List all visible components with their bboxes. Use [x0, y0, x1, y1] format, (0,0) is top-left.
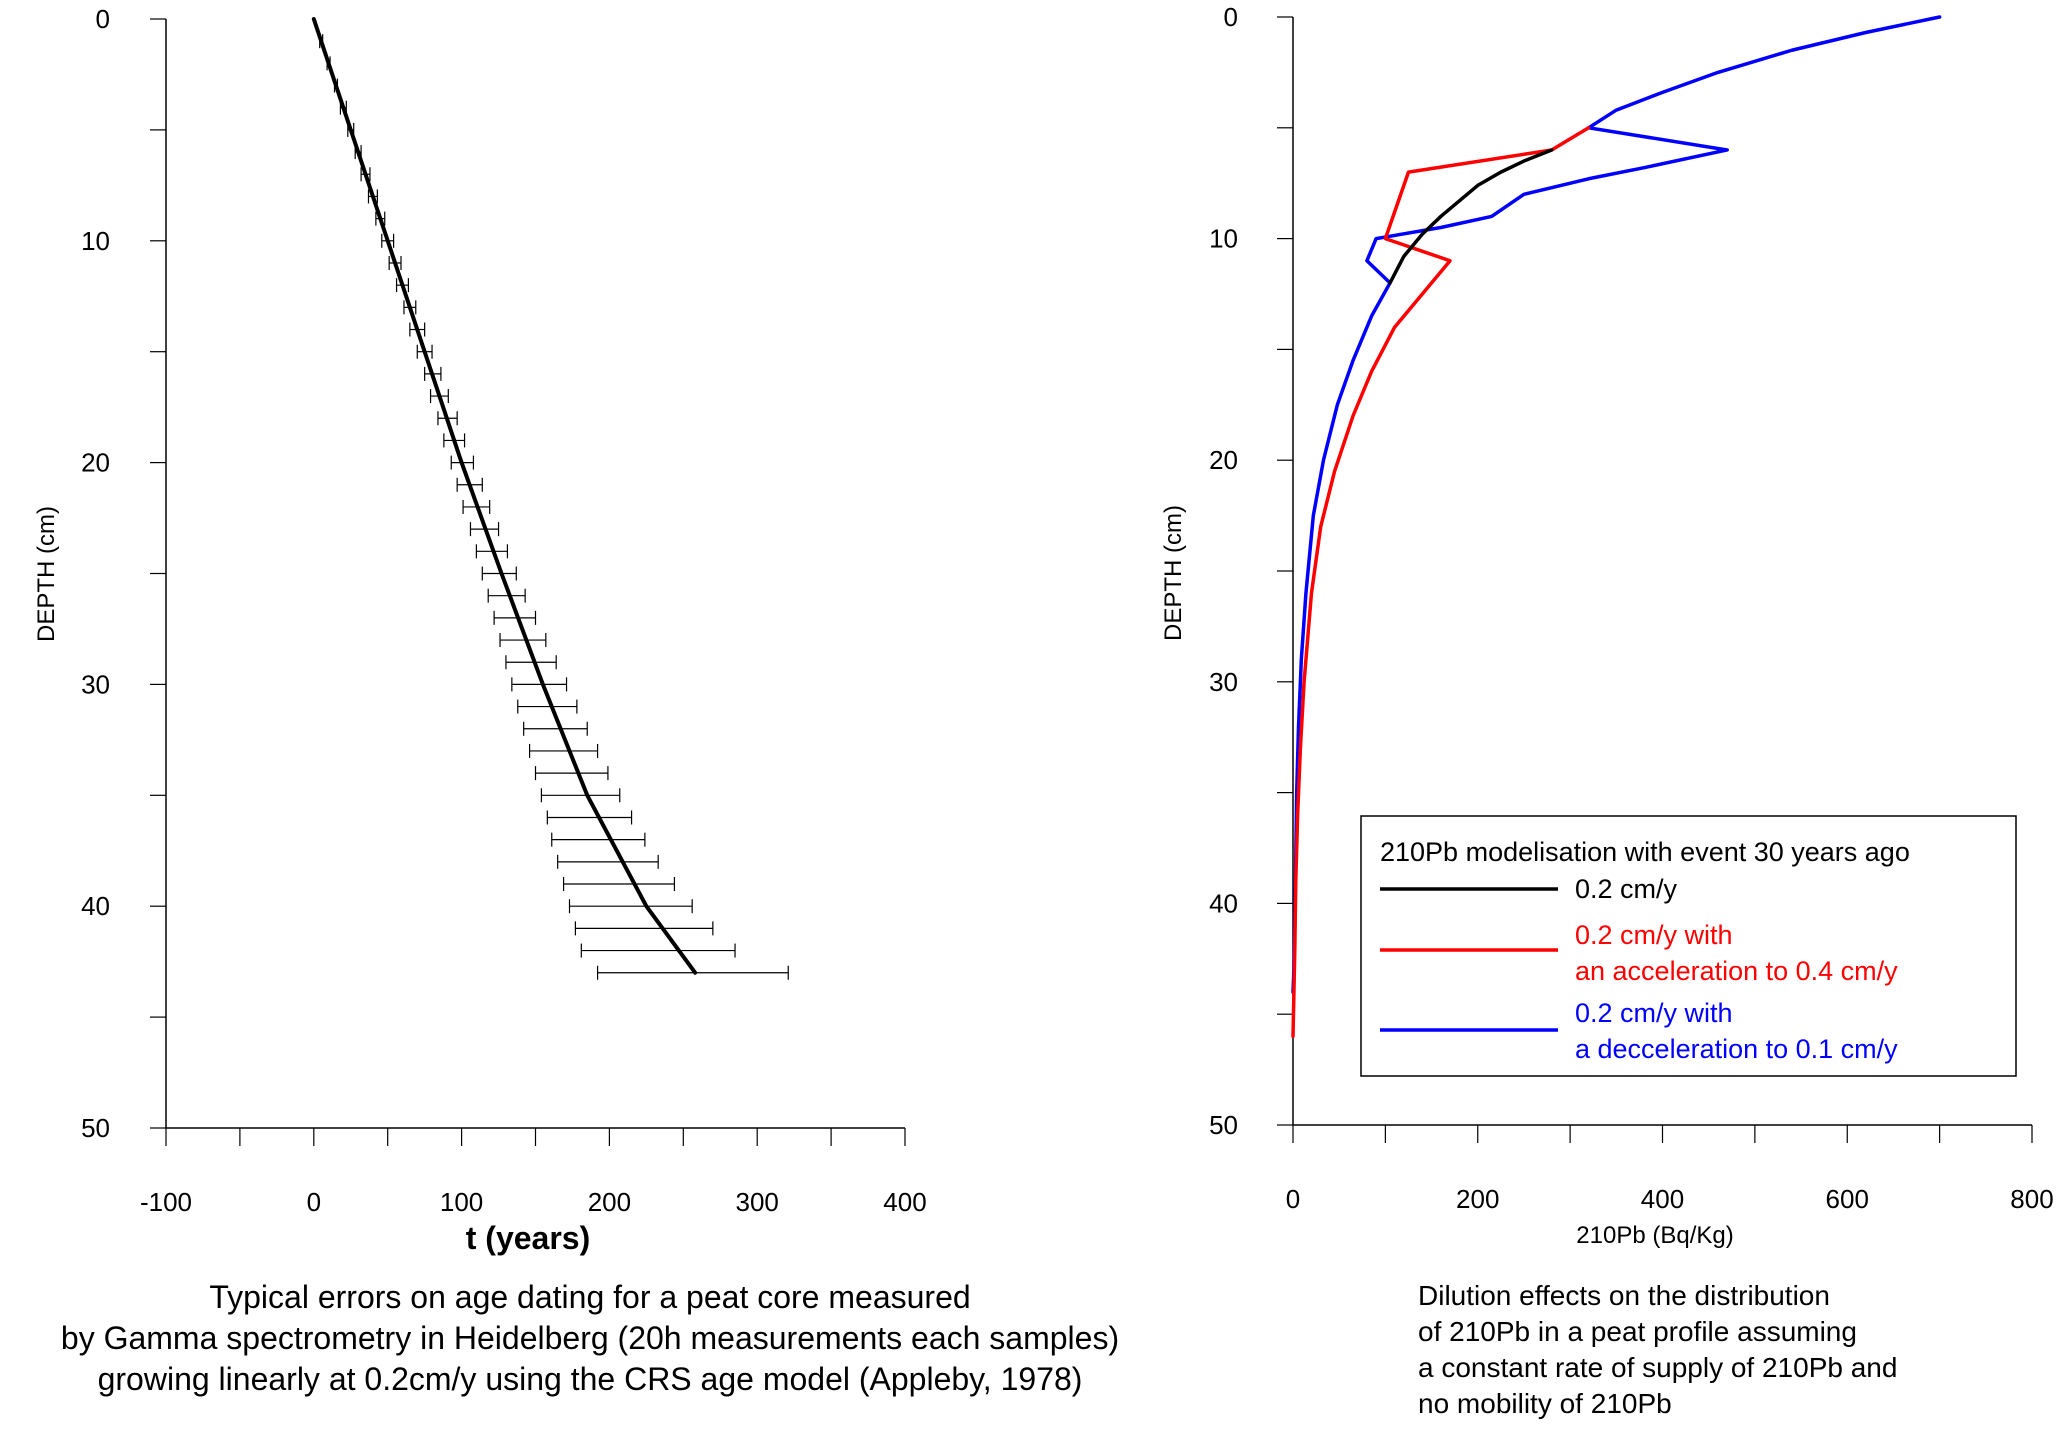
x-tick-label: 600: [1826, 1184, 1869, 1214]
legend: 210Pb modelisation with event 30 years a…: [1360, 815, 2017, 1077]
caption-line: growing linearly at 0.2cm/y using the CR…: [98, 1361, 1083, 1397]
x-tick-label: 0: [307, 1187, 321, 1217]
legend-label-1: an acceleration to 0.4 cm/y: [1575, 956, 1898, 986]
right-chart: 0 10 20 30 40 50 0 200 400 600 800 210Pb (Bq/Kg) DEP…: [1160, 2, 2054, 1419]
y-tick-label: 50: [1209, 1110, 1238, 1140]
x-tick-label: -100: [140, 1187, 192, 1217]
y-tick-label: 10: [81, 226, 110, 256]
caption-line: Typical errors on age dating for a peat …: [209, 1279, 970, 1315]
caption-line: no mobility of 210Pb: [1418, 1388, 1672, 1419]
age-depth-line: [311, 17, 698, 975]
caption-line: by Gamma spectrometry in Heidelberg (20h…: [61, 1320, 1119, 1356]
y-tick-label: 20: [1209, 445, 1238, 475]
x-tick-label: 400: [1641, 1184, 1684, 1214]
y-axis-title: DEPTH (cm): [33, 506, 60, 642]
legend-box: [1360, 815, 2017, 1077]
left-chart: 0 10 20 30 40 50 -100 0 100 200 300 400 t (years) DEP…: [33, 4, 1119, 1397]
series-line-2: [1291, 15, 1942, 994]
x-tick-label: 200: [1456, 1184, 1499, 1214]
y-tick-label: 40: [1209, 888, 1238, 918]
caption-line: a constant rate of supply of 210Pb and: [1418, 1352, 1897, 1383]
x-axis-title: 210Pb (Bq/Kg): [1576, 1222, 1733, 1249]
legend-label-2: a decceleration to 0.1 cm/y: [1575, 1034, 1898, 1064]
x-tick-label: 200: [588, 1187, 631, 1217]
legend-label-1: 0.2 cm/y with: [1575, 920, 1733, 950]
series-line-0: [1388, 148, 1554, 285]
x-tick-label: 0: [1286, 1184, 1300, 1214]
legend-label-2: 0.2 cm/y with: [1575, 998, 1733, 1028]
y-tick-label: 30: [81, 669, 110, 699]
y-tick-label: 30: [1209, 667, 1238, 697]
y-tick-label: 0: [1224, 2, 1238, 32]
caption-line: of 210Pb in a peat profile assuming: [1418, 1316, 1857, 1347]
x-tick-label: 100: [440, 1187, 483, 1217]
y-tick-label: 10: [1209, 224, 1238, 254]
y-tick-label: 40: [81, 891, 110, 921]
legend-label-0: 0.2 cm/y: [1575, 874, 1678, 904]
caption-line: Dilution effects on the distribution: [1418, 1280, 1830, 1311]
y-axis-title: DEPTH (cm): [1160, 505, 1187, 641]
series-line-1: [1291, 126, 1591, 1039]
y-tick-label: 20: [81, 448, 110, 478]
x-axis-title: t (years): [466, 1220, 591, 1256]
x-tick-label: 800: [2010, 1184, 2053, 1214]
x-tick-label: 400: [883, 1187, 926, 1217]
x-tick-label: 300: [736, 1187, 779, 1217]
y-tick-label: 50: [81, 1113, 110, 1143]
legend-title: 210Pb modelisation with event 30 years a…: [1380, 837, 1910, 867]
y-tick-label: 0: [96, 4, 110, 34]
